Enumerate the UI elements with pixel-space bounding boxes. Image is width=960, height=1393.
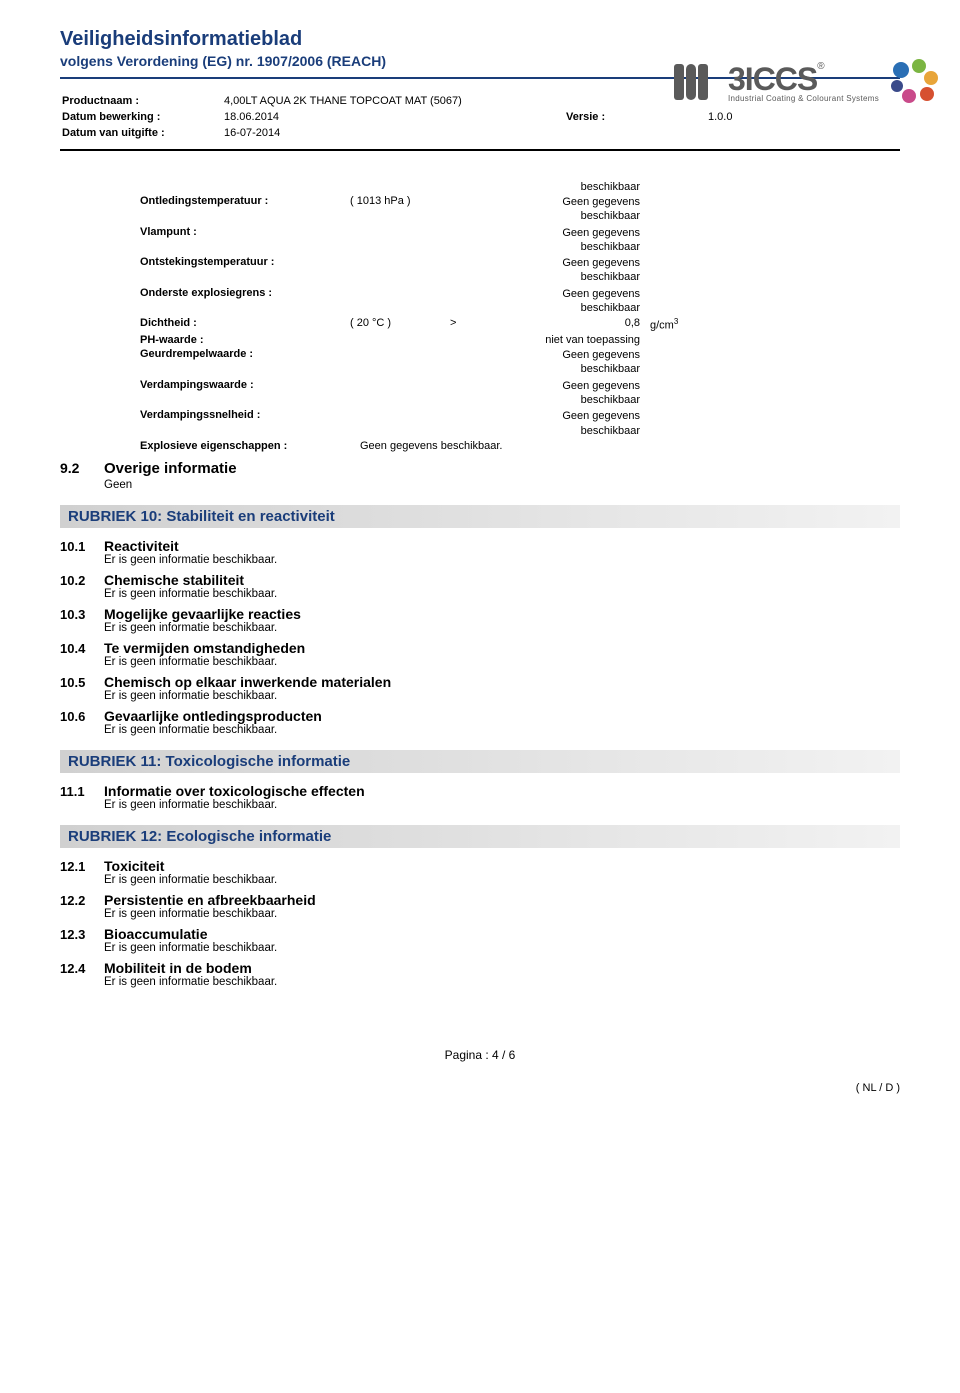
prop-dichtheid-op: > [450, 317, 510, 334]
doc-title: Veiligheidsinformatieblad [60, 28, 900, 51]
sub-122-body: Er is geen informatie beschikbaar. [104, 908, 900, 920]
sub-101-title: Reactiviteit [104, 538, 179, 554]
prop-expl-label: Explosieve eigenschappen : [140, 440, 350, 454]
prop-dichtheid-label: Dichtheid : [140, 317, 350, 334]
sec-92-title: Overige informatie [104, 460, 237, 477]
sub-124-title: Mobiliteit in de bodem [104, 960, 252, 976]
meta-datumbew: 18.06.2014 [224, 111, 564, 125]
prop-ontledings-cond: ( 1013 hPa ) [350, 195, 450, 226]
meta-versie: 1.0.0 [708, 111, 732, 125]
sub-124-body: Er is geen informatie beschikbaar. [104, 976, 900, 988]
sub-101-body: Er is geen informatie beschikbaar. [104, 554, 900, 566]
sub-111-title: Informatie over toxicologische effecten [104, 783, 365, 799]
sub-121-title: Toxiciteit [104, 858, 164, 874]
prop-dichtheid-unit: g/cm3 [650, 317, 710, 334]
sub-105-num: 10.5 [60, 675, 96, 690]
prop-verds-val: Geen gegevens beschikbaar [510, 409, 650, 440]
properties-table: beschikbaar Ontledingstemperatuur :( 101… [140, 181, 710, 454]
sub-101-num: 10.1 [60, 539, 96, 554]
prop-verdw-label: Verdampingswaarde : [140, 379, 350, 410]
sub-123-body: Er is geen informatie beschikbaar. [104, 942, 900, 954]
prop-ontsteking-val: Geen gegevens beschikbaar [510, 256, 650, 287]
sub-111-body: Er is geen informatie beschikbaar. [104, 799, 900, 811]
sub-102-body: Er is geen informatie beschikbaar. [104, 588, 900, 600]
meta-rule [60, 149, 900, 151]
logo-slogan: Industrial Coating & Colourant Systems [728, 94, 879, 103]
prop-vlampunt-label: Vlampunt : [140, 226, 350, 257]
sub-123-num: 12.3 [60, 927, 96, 942]
sub-122-num: 12.2 [60, 893, 96, 908]
meta-productnaam-label: Productnaam : [62, 95, 222, 109]
prop-verds-label: Verdampingssnelheid : [140, 409, 350, 440]
meta-productnaam: 4,00LT AQUA 2K THANE TOPCOAT MAT (5067) [224, 95, 564, 109]
sub-106-title: Gevaarlijke ontledingsproducten [104, 708, 322, 724]
page-footer: Pagina : 4 / 6 [60, 1048, 900, 1062]
sub-103-num: 10.3 [60, 607, 96, 622]
page-footer-lang: ( NL / D ) [60, 1082, 900, 1094]
sub-103-body: Er is geen informatie beschikbaar. [104, 622, 900, 634]
prop-dichtheid-cond: ( 20 °C ) [350, 317, 450, 334]
sub-104-body: Er is geen informatie beschikbaar. [104, 656, 900, 668]
sub-105-title: Chemisch op elkaar inwerkende materialen [104, 674, 391, 690]
sub-111-num: 11.1 [60, 784, 96, 799]
sub-103-title: Mogelijke gevaarlijke reacties [104, 606, 301, 622]
sub-122-title: Persistentie en afbreekbaarheid [104, 892, 316, 908]
prop-ontledings-label: Ontledingstemperatuur : [140, 195, 350, 226]
sub-123-title: Bioaccumulatie [104, 926, 207, 942]
meta-table: Productnaam : 4,00LT AQUA 2K THANE TOPCO… [60, 93, 734, 143]
prop-onderste-val: Geen gegevens beschikbaar [510, 287, 650, 318]
sub-105-body: Er is geen informatie beschikbaar. [104, 690, 900, 702]
rubriek-12: RUBRIEK 12: Ecologische informatie [60, 825, 900, 848]
prop-dichtheid-val: 0,8 [510, 317, 650, 334]
prop-geur-label: Geurdrempelwaarde : [140, 348, 350, 379]
prop-top-val: beschikbaar [510, 181, 650, 195]
rubriek-10: RUBRIEK 10: Stabiliteit en reactiviteit [60, 505, 900, 528]
sub-104-num: 10.4 [60, 641, 96, 656]
sub-121-body: Er is geen informatie beschikbaar. [104, 874, 900, 886]
rubriek-11: RUBRIEK 11: Toxicologische informatie [60, 750, 900, 773]
prop-vlampunt-val: Geen gegevens beschikbaar [510, 226, 650, 257]
logo-brand: 3ICCS [728, 61, 817, 97]
meta-datumuit-label: Datum van uitgifte : [62, 127, 222, 141]
sub-124-num: 12.4 [60, 961, 96, 976]
sub-102-num: 10.2 [60, 573, 96, 588]
prop-geur-val: Geen gegevens beschikbaar [510, 348, 650, 379]
prop-ontledings-val: Geen gegevens beschikbaar [510, 195, 650, 226]
prop-ph-label: PH-waarde : [140, 334, 350, 348]
logo: 3ICCS® Industrial Coating & Colourant Sy… [670, 52, 960, 112]
sub-121-num: 12.1 [60, 859, 96, 874]
prop-expl-val: Geen gegevens beschikbaar. [350, 440, 650, 454]
sub-102-title: Chemische stabiliteit [104, 572, 244, 588]
prop-onderste-label: Onderste explosiegrens : [140, 287, 350, 318]
meta-datumbew-label: Datum bewerking : [62, 111, 222, 125]
sub-106-body: Er is geen informatie beschikbaar. [104, 724, 900, 736]
prop-ontsteking-label: Ontstekingstemperatuur : [140, 256, 350, 287]
sub-106-num: 10.6 [60, 709, 96, 724]
meta-datumuit: 16-07-2014 [224, 127, 564, 141]
sec-92-num: 9.2 [60, 460, 94, 476]
meta-versie-label: Versie : [566, 111, 706, 125]
sub-104-title: Te vermijden omstandigheden [104, 640, 305, 656]
prop-ph-val: niet van toepassing [510, 334, 650, 348]
prop-verdw-val: Geen gegevens beschikbaar [510, 379, 650, 410]
sec-92-body: Geen [104, 479, 900, 491]
